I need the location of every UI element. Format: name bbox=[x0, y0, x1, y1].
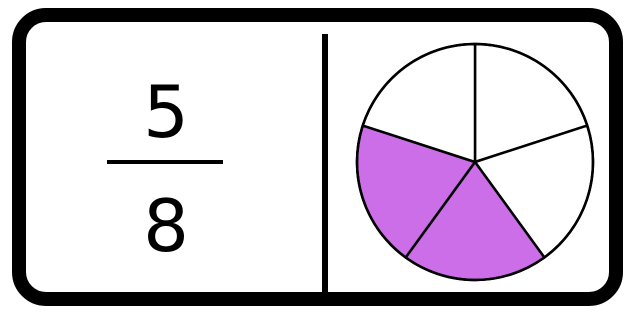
numerator: 5 bbox=[143, 70, 189, 154]
fraction-panel: 5 8 bbox=[0, 0, 306, 321]
denominator: 8 bbox=[143, 184, 189, 268]
fraction-bar bbox=[107, 160, 223, 164]
pie-outline bbox=[355, 42, 595, 282]
vertical-divider bbox=[322, 34, 328, 296]
